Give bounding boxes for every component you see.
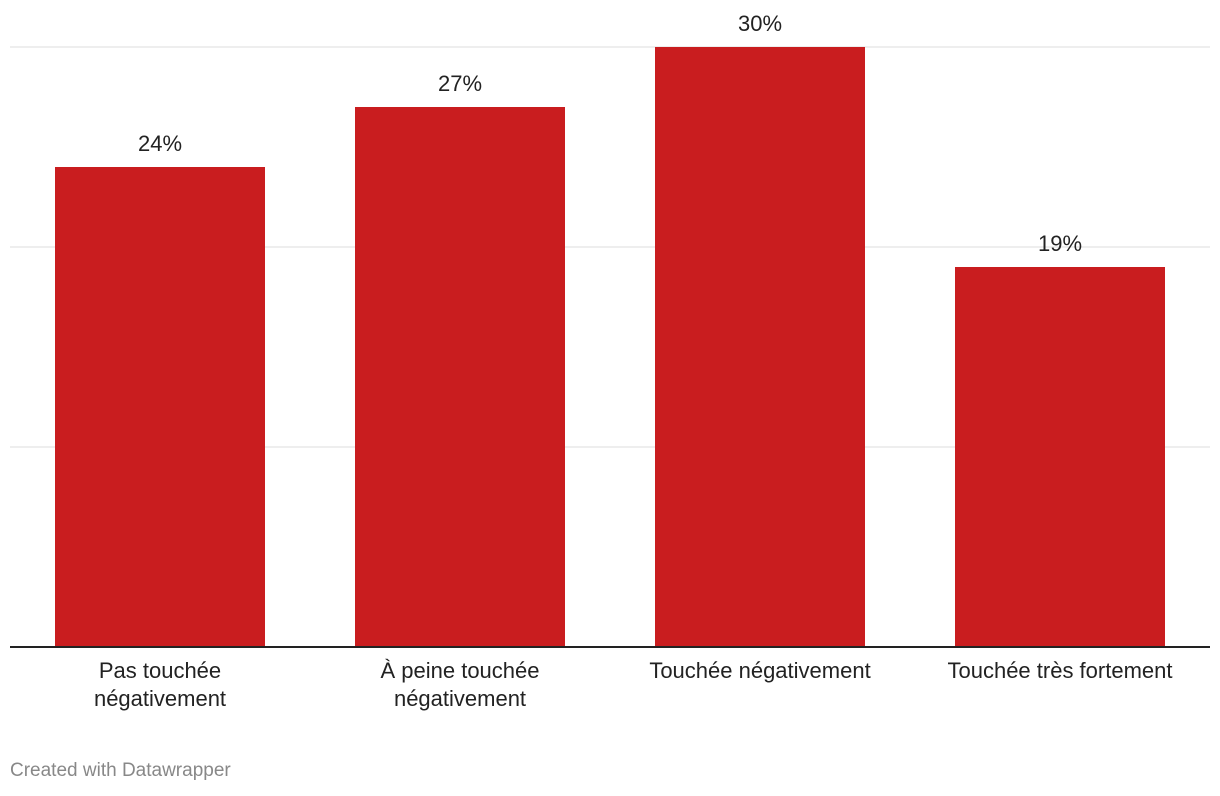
x-tick-label: Pas touchée négativement [93, 658, 227, 711]
x-tick-label: À peine touchée négativement [380, 658, 540, 711]
value-label: 19% [1038, 231, 1082, 256]
footer: Created with Datawrapper [10, 760, 231, 781]
value-label: 30% [738, 11, 782, 36]
bar [55, 167, 265, 647]
bar [655, 47, 865, 647]
bar [355, 107, 565, 647]
bar [955, 267, 1165, 647]
x-tick-label: Touchée très fortement [947, 658, 1173, 683]
value-label: 24% [138, 131, 182, 156]
value-label: 27% [438, 71, 482, 96]
x-tick-label: Touchée négativement [649, 658, 871, 683]
